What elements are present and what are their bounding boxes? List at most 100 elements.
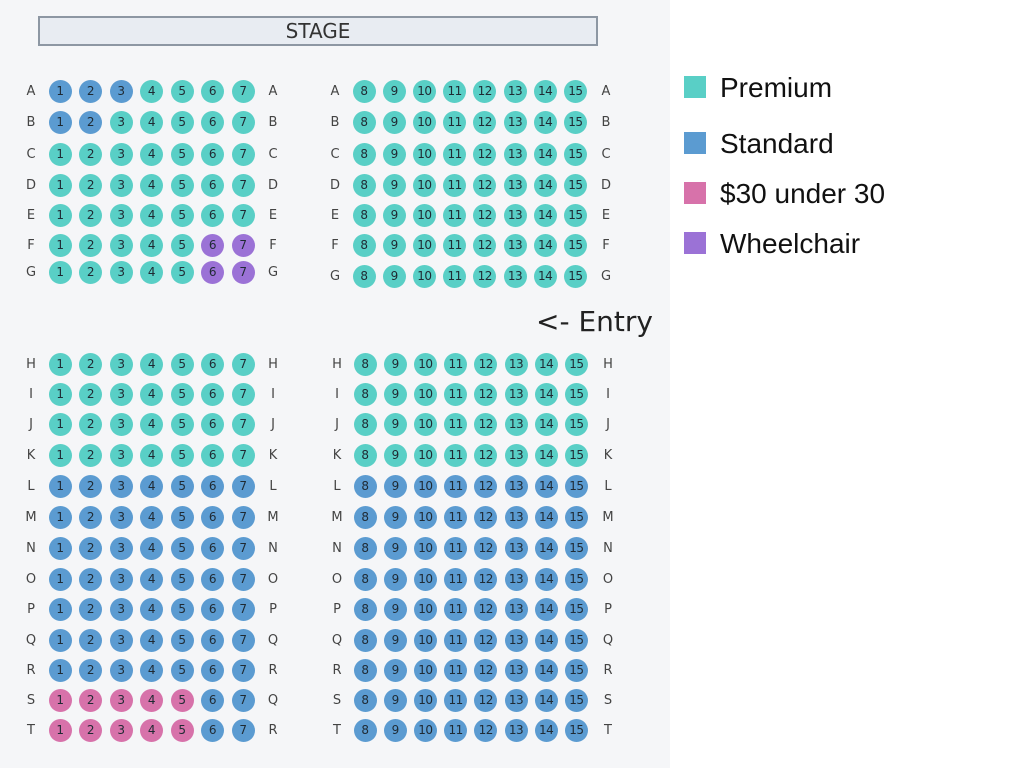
seat-P-7[interactable]: 7 [231, 597, 255, 621]
seat-F-15[interactable]: 15 [563, 233, 587, 257]
seat-R-7[interactable]: 7 [231, 658, 255, 682]
seat-B-14[interactable]: 14 [533, 110, 557, 134]
seat-G-13[interactable]: 13 [503, 264, 527, 288]
seat-O-13[interactable]: 13 [504, 567, 528, 591]
seat-P-8[interactable]: 8 [353, 597, 377, 621]
seat-K-13[interactable]: 13 [504, 443, 528, 467]
seat-G-1[interactable]: 1 [48, 260, 72, 284]
seat-T-4[interactable]: 4 [140, 718, 163, 742]
seat-C-14[interactable]: 14 [533, 142, 557, 166]
seat-C-5[interactable]: 5 [170, 142, 194, 166]
seat-I-4[interactable]: 4 [140, 382, 163, 406]
seat-O-7[interactable]: 7 [231, 567, 255, 591]
seat-D-12[interactable]: 12 [473, 173, 497, 197]
seat-J-15[interactable]: 15 [564, 412, 588, 436]
seat-R-15[interactable]: 15 [564, 658, 588, 682]
seat-S-14[interactable]: 14 [534, 688, 558, 712]
seat-K-10[interactable]: 10 [413, 443, 437, 467]
seat-H-2[interactable]: 2 [79, 352, 102, 376]
seat-J-9[interactable]: 9 [383, 412, 407, 436]
seat-N-2[interactable]: 2 [79, 536, 102, 560]
seat-K-4[interactable]: 4 [140, 443, 163, 467]
seat-B-13[interactable]: 13 [503, 110, 527, 134]
seat-L-2[interactable]: 2 [79, 474, 102, 498]
seat-C-3[interactable]: 3 [109, 142, 133, 166]
seat-M-10[interactable]: 10 [413, 505, 437, 529]
seat-D-7[interactable]: 7 [231, 173, 255, 197]
seat-L-11[interactable]: 11 [444, 474, 468, 498]
seat-Q-8[interactable]: 8 [353, 628, 377, 652]
seat-T-15[interactable]: 15 [564, 718, 588, 742]
seat-A-6[interactable]: 6 [201, 79, 224, 103]
seat-F-14[interactable]: 14 [533, 233, 557, 257]
seat-C-4[interactable]: 4 [140, 142, 163, 166]
seat-O-11[interactable]: 11 [444, 567, 468, 591]
seat-O-1[interactable]: 1 [48, 567, 72, 591]
seat-N-15[interactable]: 15 [564, 536, 588, 560]
seat-T-3[interactable]: 3 [109, 718, 133, 742]
seat-P-3[interactable]: 3 [109, 597, 133, 621]
seat-H-4[interactable]: 4 [140, 352, 163, 376]
seat-N-10[interactable]: 10 [413, 536, 437, 560]
seat-K-14[interactable]: 14 [534, 443, 558, 467]
seat-A-7[interactable]: 7 [231, 79, 255, 103]
seat-C-9[interactable]: 9 [382, 142, 406, 166]
seat-F-2[interactable]: 2 [79, 233, 102, 257]
seat-E-3[interactable]: 3 [109, 203, 133, 227]
seat-E-6[interactable]: 6 [201, 203, 224, 227]
seat-M-5[interactable]: 5 [170, 505, 194, 529]
seat-I-14[interactable]: 14 [534, 382, 558, 406]
seat-O-8[interactable]: 8 [353, 567, 377, 591]
seat-Q-9[interactable]: 9 [383, 628, 407, 652]
seat-G-11[interactable]: 11 [443, 264, 467, 288]
seat-E-9[interactable]: 9 [382, 203, 406, 227]
seat-F-3[interactable]: 3 [109, 233, 133, 257]
seat-K-5[interactable]: 5 [170, 443, 194, 467]
seat-P-9[interactable]: 9 [383, 597, 407, 621]
seat-S-9[interactable]: 9 [383, 688, 407, 712]
seat-J-10[interactable]: 10 [413, 412, 437, 436]
seat-I-12[interactable]: 12 [474, 382, 498, 406]
seat-Q-5[interactable]: 5 [170, 628, 194, 652]
seat-P-13[interactable]: 13 [504, 597, 528, 621]
seat-T-12[interactable]: 12 [474, 718, 498, 742]
seat-A-15[interactable]: 15 [563, 79, 587, 103]
seat-E-5[interactable]: 5 [170, 203, 194, 227]
seat-E-8[interactable]: 8 [352, 203, 376, 227]
seat-D-3[interactable]: 3 [109, 173, 133, 197]
seat-A-14[interactable]: 14 [533, 79, 557, 103]
seat-N-9[interactable]: 9 [383, 536, 407, 560]
seat-F-13[interactable]: 13 [503, 233, 527, 257]
seat-Q-10[interactable]: 10 [413, 628, 437, 652]
seat-A-3[interactable]: 3 [109, 79, 133, 103]
seat-P-4[interactable]: 4 [140, 597, 163, 621]
seat-I-3[interactable]: 3 [109, 382, 133, 406]
seat-F-9[interactable]: 9 [382, 233, 406, 257]
seat-Q-15[interactable]: 15 [564, 628, 588, 652]
seat-N-5[interactable]: 5 [170, 536, 194, 560]
seat-S-10[interactable]: 10 [413, 688, 437, 712]
seat-T-11[interactable]: 11 [444, 718, 468, 742]
seat-G-8[interactable]: 8 [352, 264, 376, 288]
seat-O-4[interactable]: 4 [140, 567, 163, 591]
seat-G-7[interactable]: 7 [231, 260, 255, 284]
seat-T-7[interactable]: 7 [231, 718, 255, 742]
seat-R-11[interactable]: 11 [444, 658, 468, 682]
seat-O-3[interactable]: 3 [109, 567, 133, 591]
seat-I-11[interactable]: 11 [444, 382, 468, 406]
seat-R-12[interactable]: 12 [474, 658, 498, 682]
seat-O-14[interactable]: 14 [534, 567, 558, 591]
seat-M-9[interactable]: 9 [383, 505, 407, 529]
seat-P-15[interactable]: 15 [564, 597, 588, 621]
seat-S-15[interactable]: 15 [564, 688, 588, 712]
seat-P-12[interactable]: 12 [474, 597, 498, 621]
seat-P-6[interactable]: 6 [201, 597, 224, 621]
seat-E-12[interactable]: 12 [473, 203, 497, 227]
seat-R-6[interactable]: 6 [201, 658, 224, 682]
seat-J-1[interactable]: 1 [48, 412, 72, 436]
seat-L-6[interactable]: 6 [201, 474, 224, 498]
seat-O-12[interactable]: 12 [474, 567, 498, 591]
seat-B-10[interactable]: 10 [412, 110, 436, 134]
seat-F-10[interactable]: 10 [412, 233, 436, 257]
seat-E-14[interactable]: 14 [533, 203, 557, 227]
